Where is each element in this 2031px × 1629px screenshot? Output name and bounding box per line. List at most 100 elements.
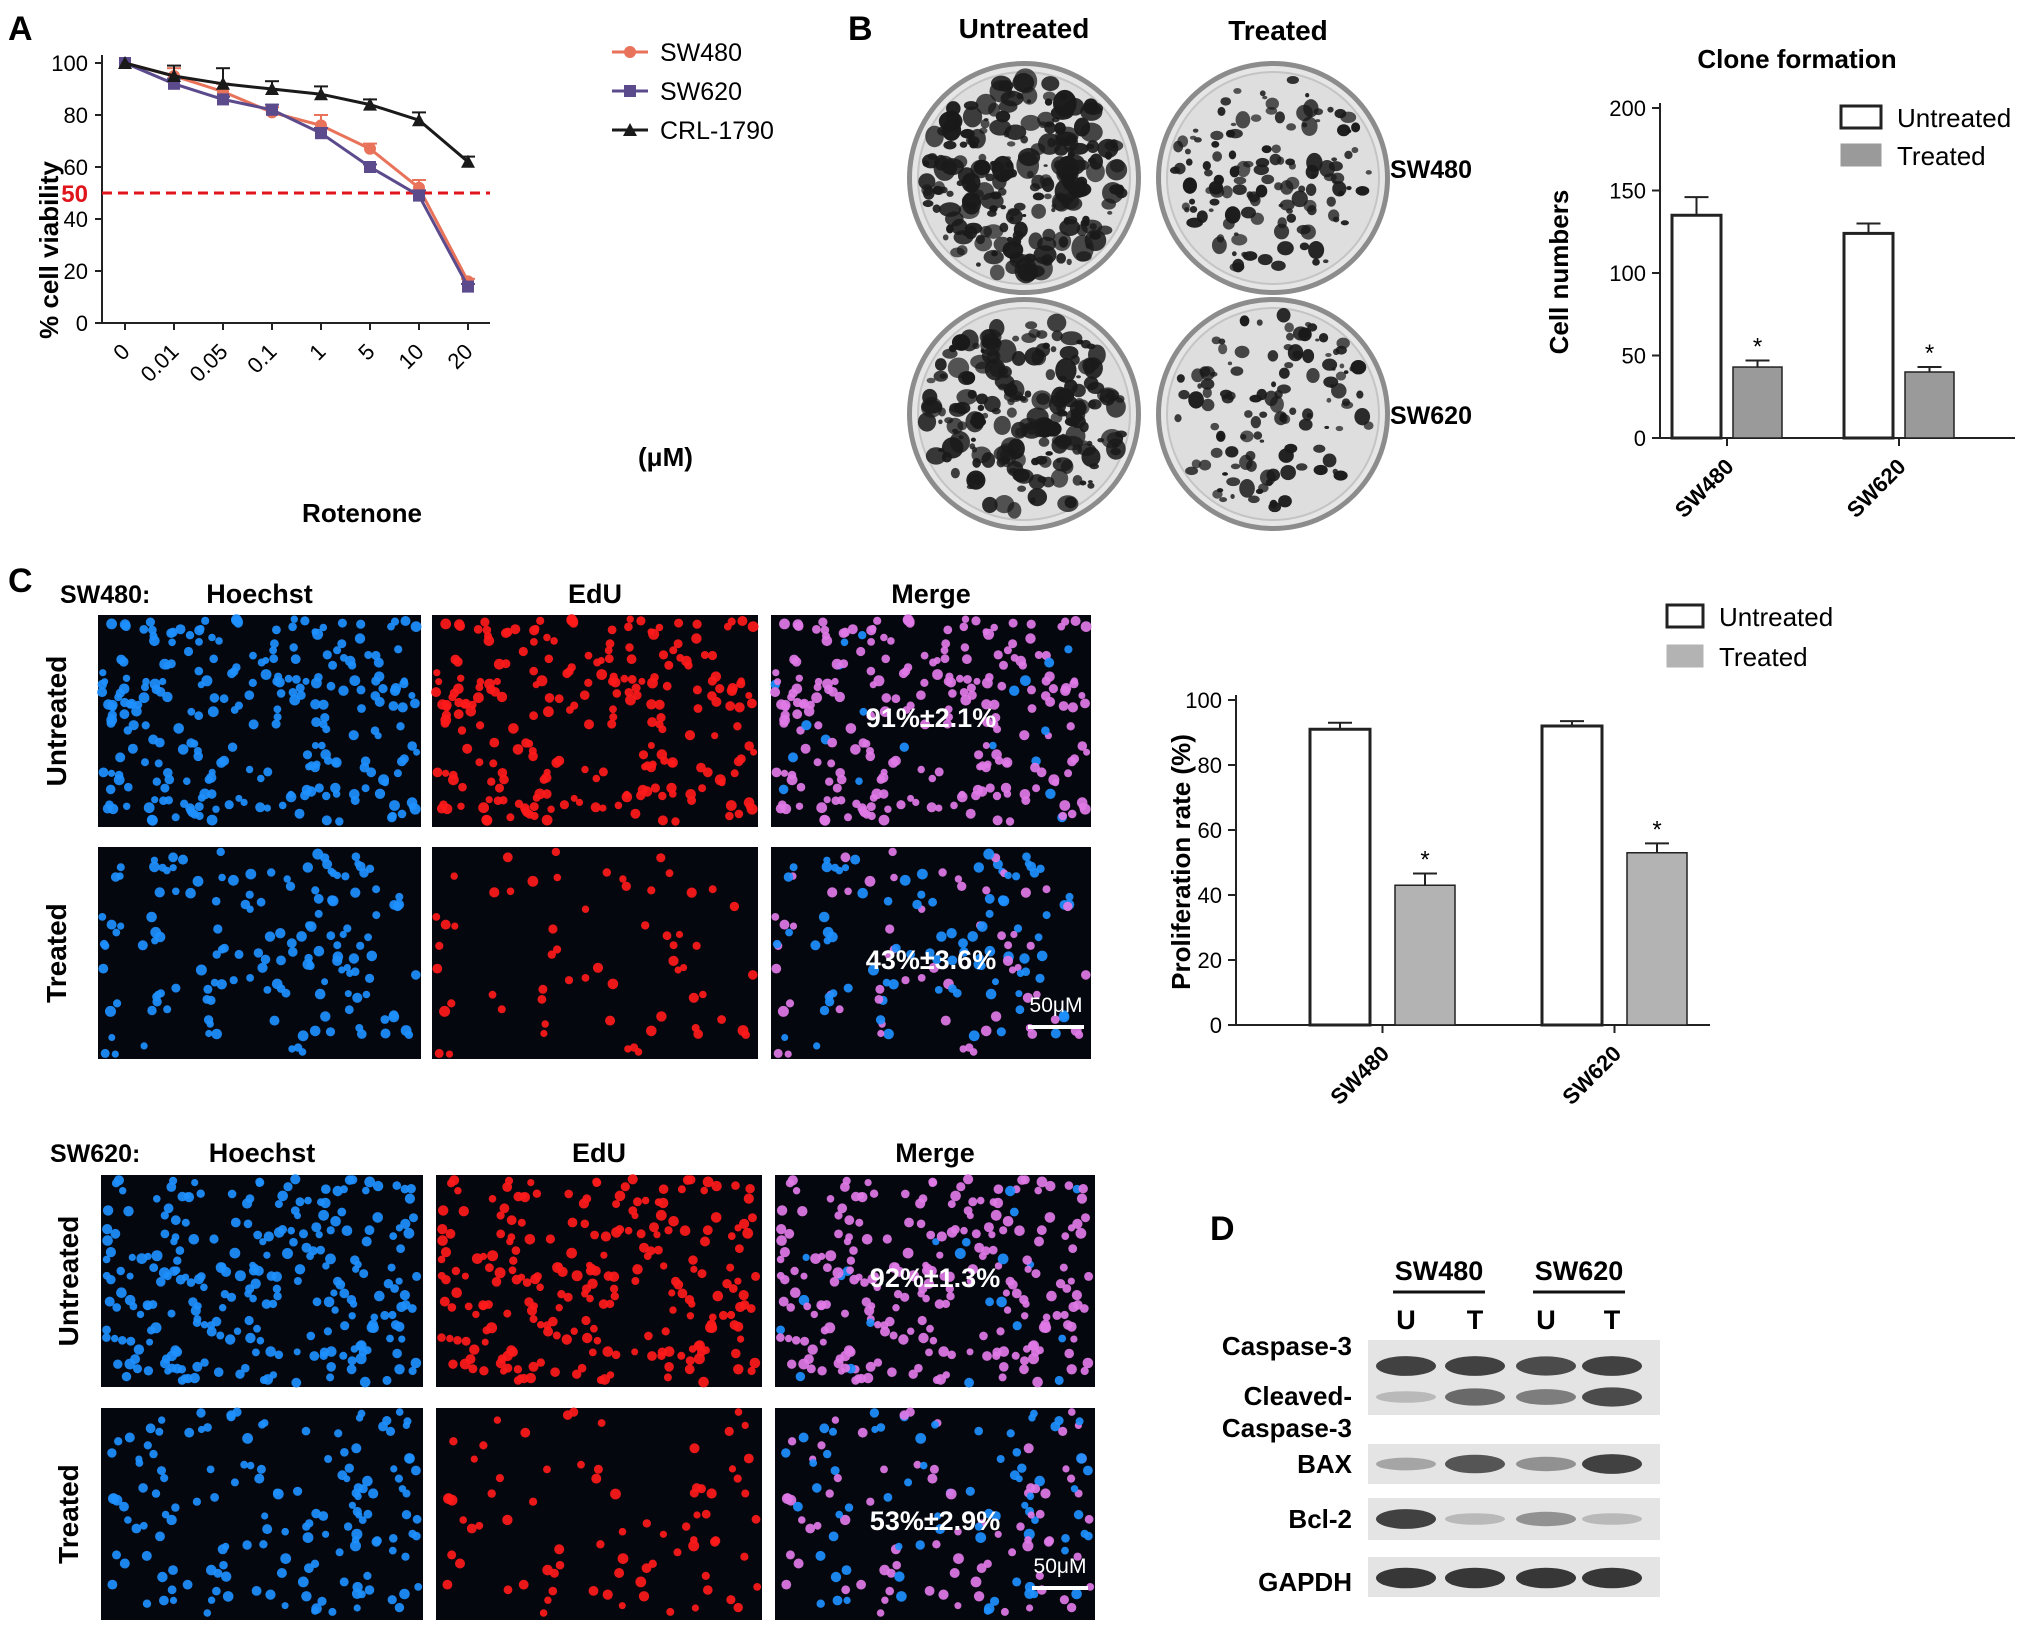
chart-c-ytick-label: 0	[1210, 1013, 1222, 1038]
chart-a-ytick-label: 60	[64, 155, 88, 180]
chart-b-legend-label: Untreated	[1897, 103, 2011, 133]
chart-b-title: Clone formation	[1697, 44, 1896, 74]
chart-a-point	[462, 280, 474, 293]
chart-c: 0 20 40 60 80 100 SW480 SW620 * * Proliferation …	[1166, 602, 1833, 1110]
microscopy-block-sw620: SW620: Hoechst EdU Merge Untreated 92%±1.3% Tr…	[50, 1138, 1095, 1620]
chart-b-ytick-label: 150	[1609, 179, 1646, 204]
microscopy-row-label: Untreated	[53, 1216, 84, 1347]
blot-band	[1376, 1567, 1436, 1589]
chart-a-legend-label: SW480	[660, 39, 742, 67]
chart-c-ytick-label: 60	[1198, 818, 1222, 843]
blot-protein-label: BAX	[1297, 1449, 1353, 1479]
blot-band	[1376, 1356, 1436, 1376]
chart-a-xtick-label: 0	[108, 339, 134, 365]
microscopy-image-hoechst-treated	[98, 847, 421, 1059]
chart-a-xtick-label: 5	[353, 339, 379, 365]
chart-a-ytick-label: 0	[76, 311, 88, 336]
blot-band	[1582, 1356, 1642, 1376]
chart-b: Clone formation 0 50 100 150 200 SW480 SW620 *…	[1544, 44, 2015, 523]
chart-a-point	[265, 82, 279, 95]
panel-label-b: B	[848, 10, 873, 48]
chart-a-point	[216, 76, 230, 90]
chart-a-point	[461, 154, 475, 168]
microscopy-column-header: EdU	[572, 1138, 626, 1168]
chart-c-ytick-label: 20	[1198, 948, 1222, 973]
chart-a-point	[314, 87, 328, 101]
blot-lane-label: U	[1396, 1305, 1416, 1335]
chart-b-ytick-label: 200	[1609, 96, 1646, 121]
chart-c-significance: *	[1652, 816, 1661, 843]
chart-a-xtick-label: 0.05	[185, 339, 233, 387]
chart-b-ytick-label: 100	[1609, 261, 1646, 286]
chart-a-legend: SW480 SW620 CRL-1790	[612, 39, 774, 145]
chart-a-line	[124, 61, 470, 283]
panel-c-microscopy: SW480: Hoechst EdU Merge Untreated 91%±2.1% Tr…	[41, 579, 1095, 1620]
chart-a-point	[315, 127, 327, 140]
blot-band	[1516, 1456, 1576, 1472]
panel-b-dishes: Untreated Treated SW480 SW620	[907, 13, 1472, 531]
chart-b-ylabel: Cell numbers	[1544, 190, 1574, 355]
panel-d-western-blot: SW480 SW620 U T U T Caspase-3 Cleaved-Caspase-3…	[1222, 1256, 1660, 1597]
microscopy-image-edu-treated	[432, 847, 758, 1059]
chart-a-point	[118, 56, 132, 69]
blot-band	[1582, 1567, 1642, 1589]
chart-c-xtick-label: SW620	[1557, 1041, 1626, 1110]
chart-a-series-crl-1790	[118, 56, 475, 168]
chart-c-ylabel: Proliferation rate (%)	[1166, 734, 1196, 990]
chart-c-ytick-label: 40	[1198, 883, 1222, 908]
blot-band	[1445, 1513, 1505, 1525]
blot-protein-label: Caspase-3	[1222, 1331, 1352, 1361]
chart-a-legend-marker	[624, 85, 636, 97]
dish-col-header-untreated: Untreated	[959, 13, 1090, 44]
chart-a-ytick-label: 40	[64, 207, 88, 232]
microscopy-column-header: Merge	[891, 579, 971, 609]
microscopy-image-merge-untreated: 92%±1.3%	[775, 1174, 1095, 1388]
chart-c-legend-label: Treated	[1719, 642, 1808, 672]
chart-c-significance: *	[1420, 847, 1429, 874]
blot-protein-label: Bcl-2	[1288, 1504, 1352, 1534]
chart-b-xtick-label: SW480	[1670, 454, 1739, 523]
dish-col-header-treated: Treated	[1228, 15, 1328, 46]
chart-b-significance: *	[1753, 333, 1762, 360]
blot-band	[1582, 1387, 1642, 1407]
microscopy-column-header: Hoechst	[206, 579, 313, 609]
microscopy-cell-line-label: SW480:	[60, 581, 150, 609]
chart-c-bar	[1308, 727, 1372, 1027]
chart-b-bar	[1670, 213, 1723, 440]
blot-lane-label: U	[1536, 1305, 1556, 1335]
blot-band	[1445, 1454, 1505, 1474]
dish-row-label-sw620: SW620	[1390, 402, 1472, 430]
chart-b-ytick-label: 50	[1622, 344, 1646, 369]
chart-a-point	[364, 161, 376, 173]
microscopy-image-edu-treated	[436, 1407, 762, 1620]
chart-a-point	[364, 142, 376, 155]
chart-b-legend-label: Treated	[1897, 141, 1986, 171]
blot-group-label: SW480	[1395, 1256, 1484, 1286]
microscopy-scale-bar-label: 50μM	[1034, 1555, 1087, 1578]
blot-band	[1445, 1356, 1505, 1376]
chart-a-x-unit: (μM)	[638, 442, 693, 472]
blot-band	[1445, 1388, 1505, 1406]
chart-a-legend-marker	[624, 46, 636, 58]
chart-b-significance: *	[1925, 340, 1934, 367]
microscopy-row-label: Treated	[41, 903, 72, 1003]
chart-a-point	[167, 69, 181, 82]
blot-band	[1376, 1391, 1436, 1403]
chart-b-legend-swatch	[1840, 143, 1882, 167]
blot-band	[1582, 1454, 1642, 1474]
chart-c-bar	[1626, 852, 1688, 1026]
blot-band	[1516, 1389, 1576, 1405]
dish-row-label-sw480: SW480	[1390, 156, 1472, 184]
microscopy-image-hoechst-treated	[101, 1407, 423, 1620]
microscopy-merge-percentage: 92%±1.3%	[870, 1263, 1000, 1293]
chart-a-point	[413, 189, 425, 202]
blot-band	[1516, 1511, 1576, 1527]
chart-a-ytick-label: 20	[64, 259, 88, 284]
blot-band	[1516, 1567, 1576, 1589]
chart-a-point	[363, 97, 377, 111]
blot-band	[1582, 1513, 1642, 1525]
chart-b-bar	[1842, 231, 1895, 440]
microscopy-merge-percentage: 53%±2.9%	[870, 1506, 1000, 1536]
